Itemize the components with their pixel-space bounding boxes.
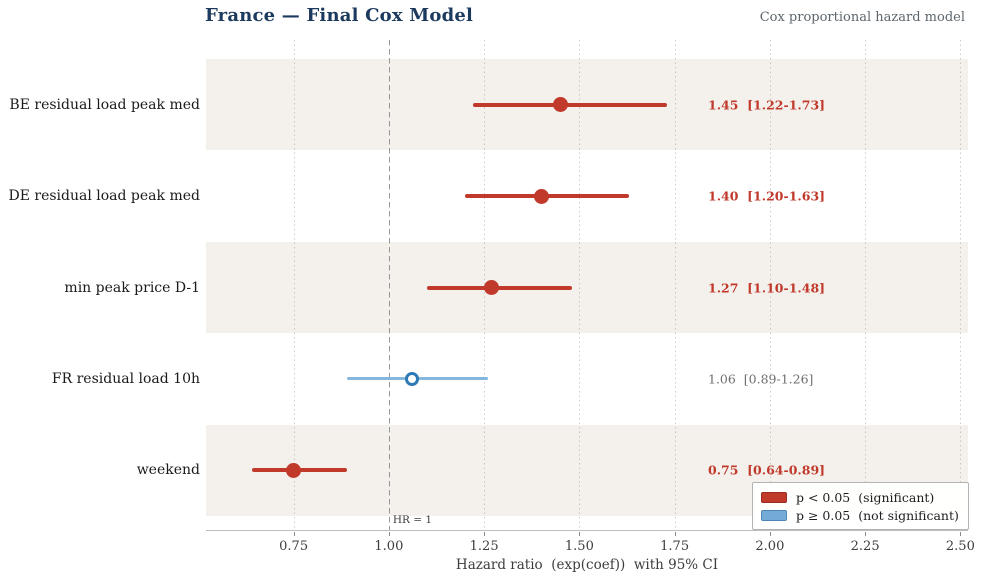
hr-annotation: 1.40 [1.20-1.63]: [708, 188, 826, 204]
hr-point-significant: [552, 97, 568, 113]
x-axis-tick-label: 0.75: [279, 539, 309, 554]
x-axis-tick: [293, 532, 295, 536]
x-axis-tick: [769, 532, 771, 536]
x-axis-tick-label: 1.50: [564, 539, 594, 554]
figure-subtitle: Cox proportional hazard model: [759, 10, 965, 25]
row-label: BE residual load peak med: [9, 96, 200, 113]
x-axis-label: Hazard ratio (exp(coef)) with 95% CI: [455, 557, 719, 573]
legend-swatch-significant: [761, 491, 787, 503]
hr-annotation: 1.45 [1.22-1.73]: [708, 97, 826, 113]
ci-line: [472, 102, 667, 107]
gridline: [865, 40, 867, 530]
hr-point-not-significant: [404, 371, 419, 386]
row-band: [206, 241, 968, 334]
gridline: [674, 40, 676, 530]
legend-item-not-significant: p ≥ 0.05 (not significant): [761, 506, 959, 524]
x-axis-tick-label: 1.75: [660, 539, 690, 554]
legend: p < 0.05 (significant) p ≥ 0.05 (not sig…: [752, 482, 969, 530]
legend-label-not-significant: p ≥ 0.05 (not significant): [796, 507, 959, 523]
hr-annotation: 0.75 [0.64-0.89]: [708, 462, 826, 478]
page-title: France — Final Cox Model: [205, 5, 474, 26]
gridline: [769, 40, 771, 530]
legend-swatch-not-significant: [761, 509, 787, 521]
x-axis-tick: [865, 532, 867, 536]
gridline: [579, 40, 581, 530]
row-label: weekend: [136, 462, 200, 479]
x-axis-tick: [579, 532, 581, 536]
x-axis-tick: [960, 532, 962, 536]
x-axis-tick: [484, 532, 486, 536]
ci-line: [426, 285, 572, 290]
row-label: DE residual load peak med: [8, 188, 200, 205]
gridline: [293, 40, 295, 530]
hr-point-significant: [286, 462, 302, 478]
x-axis-tick-label: 1.00: [374, 539, 404, 554]
x-axis-tick: [674, 532, 676, 536]
hr-annotation: 1.27 [1.10-1.48]: [708, 280, 826, 295]
x-axis-tick-label: 2.50: [945, 539, 975, 554]
x-axis-tick-label: 2.25: [850, 539, 880, 554]
x-axis-tick-label: 2.00: [755, 539, 785, 554]
hr-annotation: 1.06 [0.89-1.26]: [708, 371, 814, 387]
gridline: [960, 40, 962, 530]
legend-label-significant: p < 0.05 (significant): [796, 489, 935, 505]
x-axis-tick-label: 1.25: [469, 539, 499, 554]
x-axis-tick: [388, 532, 390, 536]
plot-area: [206, 40, 968, 531]
row-label: FR residual load 10h: [51, 370, 200, 387]
reference-line-hr1: [388, 40, 391, 530]
hr-point-significant: [533, 188, 549, 204]
legend-item-significant: p < 0.05 (significant): [761, 488, 959, 506]
hr-point-significant: [484, 280, 500, 295]
row-label: min peak price D-1: [64, 279, 200, 296]
reference-line-label: HR = 1: [392, 514, 433, 526]
